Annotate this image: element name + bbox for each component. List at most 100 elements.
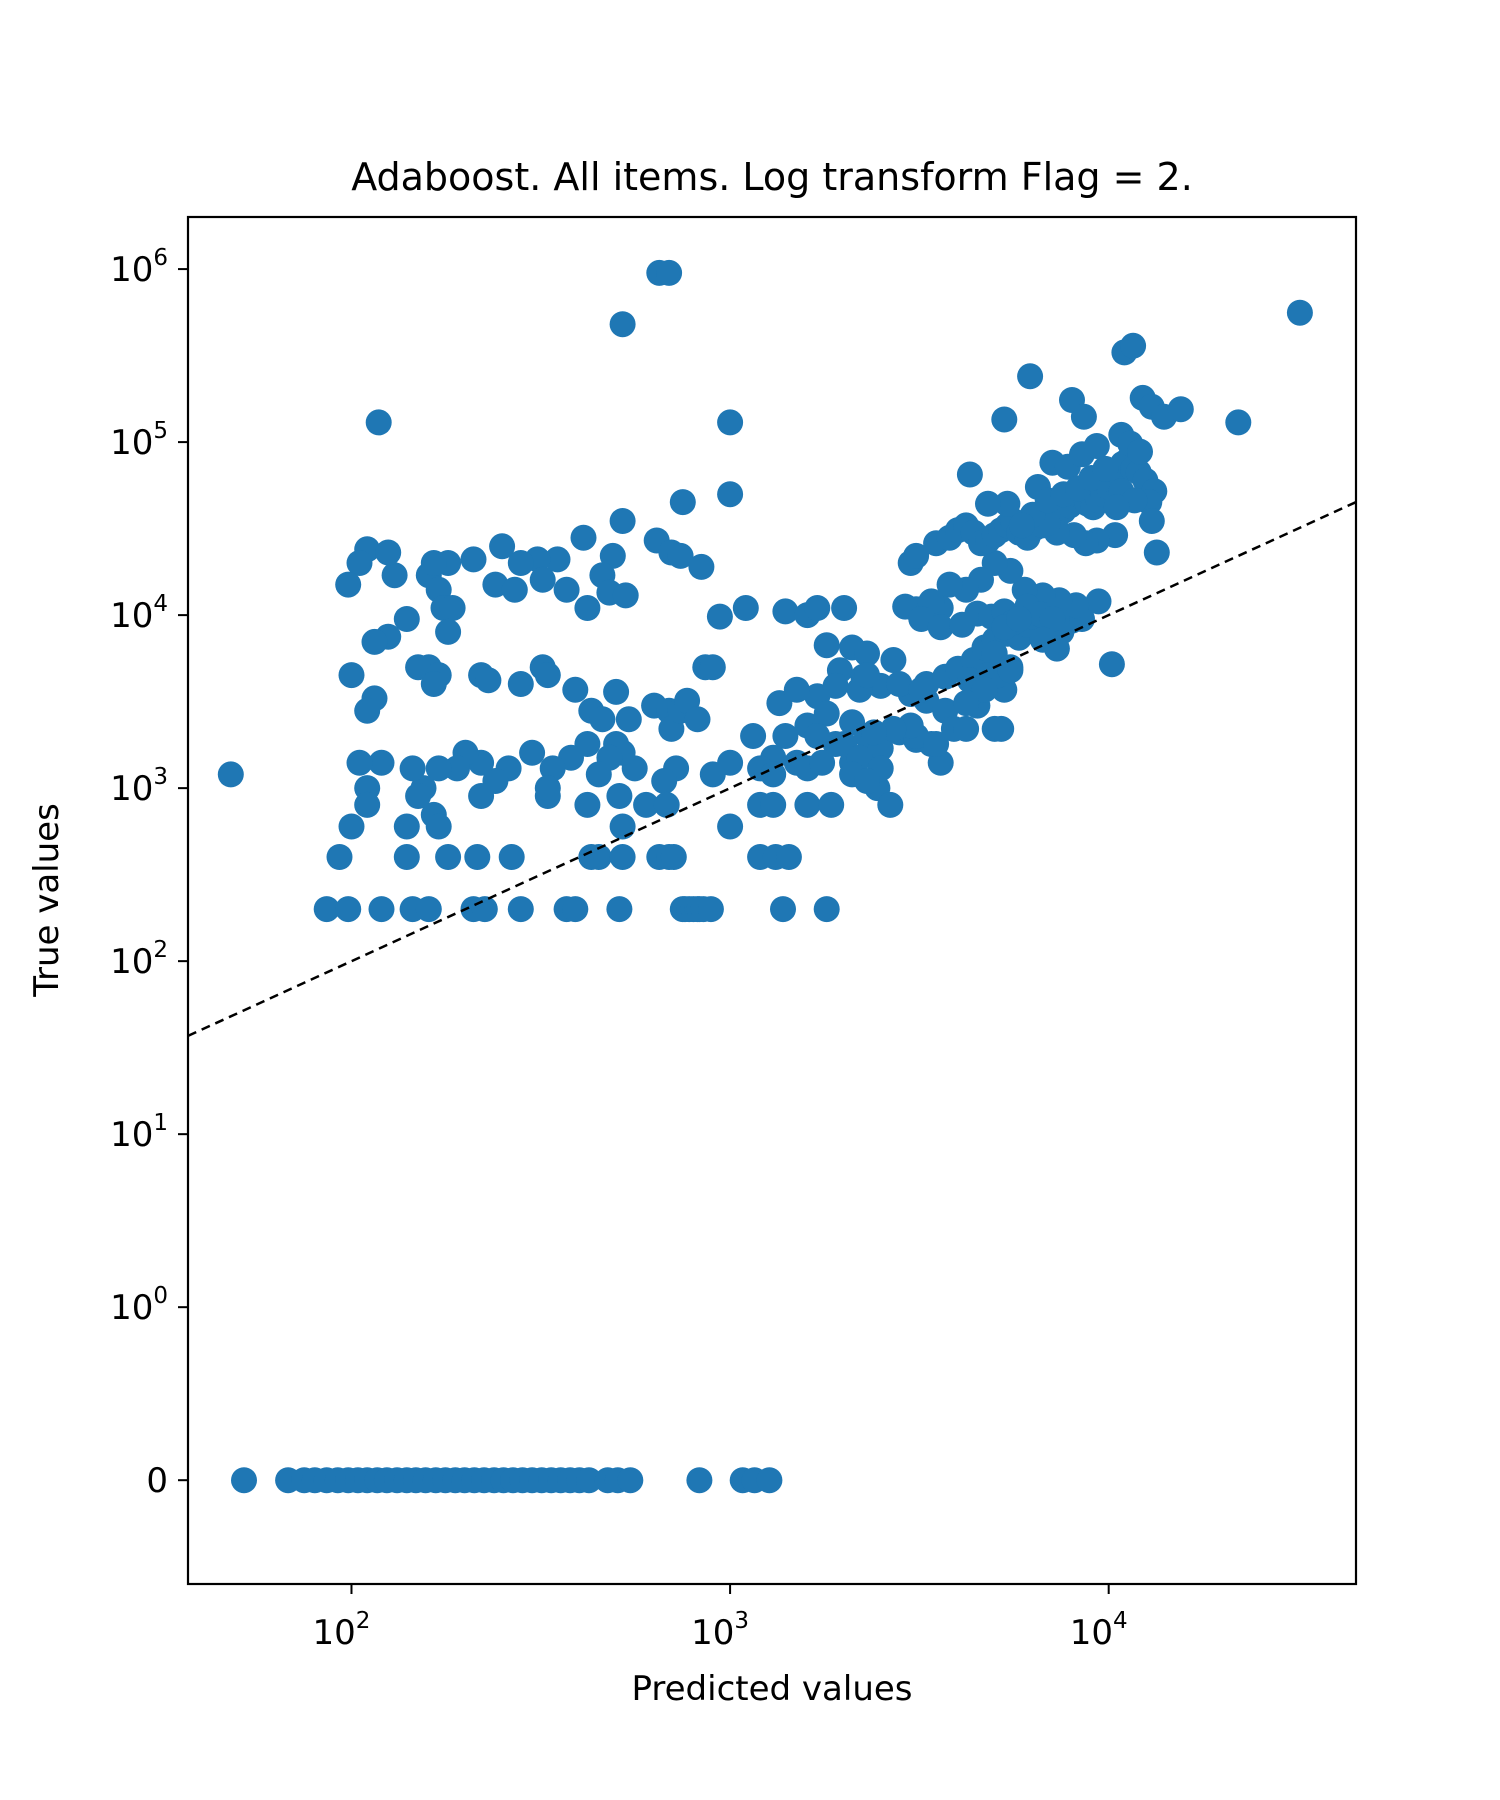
data-point [439, 595, 466, 621]
data-point [877, 791, 904, 818]
data-point [908, 676, 935, 703]
data-point [217, 761, 244, 788]
data-point [335, 571, 362, 598]
data-point [507, 671, 534, 697]
data-point [405, 654, 432, 681]
data-point [539, 755, 566, 782]
plot-area [186, 215, 1358, 1586]
data-point [756, 1467, 783, 1494]
data-point [489, 533, 516, 560]
data-point [435, 844, 462, 870]
data-point [471, 896, 498, 923]
data-point [585, 761, 612, 788]
data-point [464, 844, 491, 870]
data-point [1286, 299, 1313, 326]
x-tick-label: 102 [313, 1608, 371, 1653]
data-point [519, 739, 546, 766]
data-point [393, 844, 420, 870]
data-point [740, 723, 767, 749]
data-point [772, 723, 799, 749]
data-point [1085, 588, 1112, 615]
data-point [903, 542, 930, 569]
data-point [880, 715, 907, 742]
data-point [927, 614, 954, 641]
data-point [576, 1467, 602, 1494]
x-tick-label: 104 [1070, 1608, 1128, 1653]
data-point [717, 481, 744, 508]
data-point [313, 896, 340, 923]
data-point [953, 690, 980, 717]
data-point [460, 546, 487, 573]
data-point [991, 406, 1018, 433]
data-point [570, 524, 597, 551]
data-point [732, 595, 759, 621]
data-point [603, 678, 630, 705]
data-point [772, 598, 799, 625]
data-point [923, 731, 950, 757]
data-point [988, 715, 1015, 742]
data-point [861, 719, 887, 746]
data-point [1143, 539, 1170, 566]
x-axis-ticks: 102 103 104 [313, 1584, 1128, 1653]
points-layer [217, 259, 1313, 1494]
data-point [368, 896, 395, 923]
data-point [399, 755, 426, 782]
data-point [574, 595, 601, 621]
data-point [507, 896, 534, 923]
data-point [975, 490, 1001, 517]
y-tick-label: 102 [110, 937, 168, 982]
y-axis-label: True values [27, 803, 67, 998]
data-point [706, 603, 733, 630]
data-point [1120, 332, 1147, 359]
data-point [405, 783, 432, 809]
data-point [1039, 606, 1066, 632]
data-point [231, 1467, 257, 1494]
y-tick-label: 105 [110, 418, 168, 463]
y-tick-label: 106 [110, 245, 168, 290]
data-point [936, 571, 963, 598]
data-point [368, 749, 395, 776]
data-point [612, 582, 639, 609]
data-point [599, 542, 626, 569]
data-point [609, 508, 636, 534]
data-point [393, 606, 420, 632]
data-point [562, 676, 589, 703]
data-point [669, 489, 696, 516]
data-point [831, 595, 858, 621]
data-point [365, 409, 392, 436]
data-point [381, 562, 408, 589]
data-point [717, 409, 744, 436]
data-point [335, 896, 362, 923]
data-point [615, 706, 642, 733]
data-point [354, 791, 381, 818]
y-tick-label: 0 [146, 1461, 168, 1501]
x-axis-label: Predicted values [632, 1669, 913, 1709]
data-point [574, 791, 601, 818]
data-point [498, 844, 525, 870]
data-point [1098, 651, 1125, 678]
data-point [609, 311, 636, 338]
data-point [880, 647, 907, 673]
y-tick-label: 104 [110, 591, 168, 636]
data-point [994, 490, 1021, 517]
data-point [425, 813, 452, 840]
data-point [1103, 494, 1130, 521]
data-point [1167, 396, 1194, 423]
data-point [444, 755, 470, 782]
data-point [361, 628, 388, 655]
data-point [393, 813, 420, 840]
data-point [813, 632, 840, 659]
data-point [354, 697, 381, 724]
data-point [854, 662, 880, 689]
data-point [534, 775, 561, 802]
data-point [699, 761, 726, 788]
y-tick-label: 103 [110, 764, 168, 809]
data-point [326, 844, 353, 870]
data-point [475, 667, 502, 694]
data-point [529, 566, 556, 593]
data-point [651, 768, 678, 794]
data-point [854, 768, 880, 794]
data-point [760, 761, 787, 788]
data-point [562, 896, 589, 923]
